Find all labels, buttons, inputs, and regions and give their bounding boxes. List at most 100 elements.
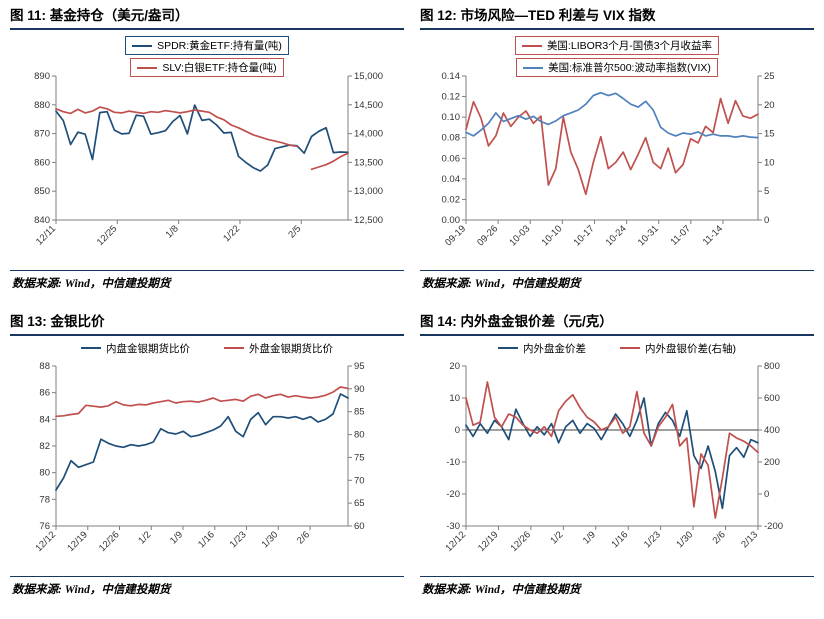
svg-text:13,000: 13,000 xyxy=(354,186,383,197)
source-divider xyxy=(10,270,404,271)
svg-text:12/26: 12/26 xyxy=(97,529,122,554)
figure-11-title: 图 11: 基金持仓（美元/盎司） xyxy=(10,8,189,23)
svg-text:600: 600 xyxy=(764,393,780,404)
svg-text:84: 84 xyxy=(39,414,50,425)
svg-text:0.14: 0.14 xyxy=(442,71,461,82)
svg-text:12/19: 12/19 xyxy=(65,529,90,554)
figure-13-title: 图 13: 金银比价 xyxy=(10,313,105,329)
svg-text:10: 10 xyxy=(764,157,775,168)
svg-text:0.00: 0.00 xyxy=(442,215,461,226)
svg-text:85: 85 xyxy=(354,406,365,417)
svg-text:65: 65 xyxy=(354,498,365,509)
svg-text:1/8: 1/8 xyxy=(164,223,181,240)
svg-text:80: 80 xyxy=(39,467,50,478)
figure-12-line-chart: 0.00 0.02 0.04 0.06 0.08 0.10 0.12 0.14 0 5 10 15 20… xyxy=(442,71,775,248)
svg-text:0: 0 xyxy=(455,425,460,436)
source-divider xyxy=(420,270,814,271)
svg-text:-200: -200 xyxy=(764,521,783,532)
svg-text:14,500: 14,500 xyxy=(354,100,383,111)
svg-text:1/2: 1/2 xyxy=(548,529,565,546)
figure-12-chart: 美国:LIBOR3个月-国债3个月收益率 美国:标准普尔500:波动率指数(VIX… xyxy=(420,34,814,266)
svg-text:15,000: 15,000 xyxy=(354,71,383,82)
svg-text:12/26: 12/26 xyxy=(508,529,533,554)
svg-text:15: 15 xyxy=(764,129,775,140)
svg-text:2/13: 2/13 xyxy=(739,529,760,550)
figure-11-chart: SPDR:黄金ETF:持有量(吨) SLV:白银ETF:持仓量(吨) 840 850… xyxy=(10,34,404,266)
svg-text:1/30: 1/30 xyxy=(260,529,281,550)
svg-text:82: 82 xyxy=(39,441,50,452)
svg-text:2/6: 2/6 xyxy=(711,529,728,546)
svg-text:0.10: 0.10 xyxy=(442,112,461,123)
svg-text:13,500: 13,500 xyxy=(354,157,383,168)
svg-text:20: 20 xyxy=(764,100,775,111)
svg-text:2/5: 2/5 xyxy=(286,223,303,240)
svg-text:80: 80 xyxy=(354,429,365,440)
svg-text:400: 400 xyxy=(764,425,780,436)
svg-text:1/16: 1/16 xyxy=(196,529,217,550)
figure-11-source: 数据来源: Wind，中信建投期货 xyxy=(12,278,171,290)
svg-text:12/12: 12/12 xyxy=(444,529,469,554)
svg-text:60: 60 xyxy=(354,521,365,532)
svg-text:2/6: 2/6 xyxy=(295,529,312,546)
svg-text:10-24: 10-24 xyxy=(604,223,629,248)
svg-text:0.08: 0.08 xyxy=(442,133,461,144)
svg-text:88: 88 xyxy=(39,361,50,372)
svg-text:70: 70 xyxy=(354,475,365,486)
svg-text:0.06: 0.06 xyxy=(442,153,461,164)
svg-text:12/11: 12/11 xyxy=(34,223,58,247)
svg-text:20: 20 xyxy=(449,361,460,372)
svg-text:1/22: 1/22 xyxy=(221,223,242,244)
svg-text:1/23: 1/23 xyxy=(228,529,249,550)
svg-text:10-10: 10-10 xyxy=(540,223,565,248)
figure-13-line-chart: 76 78 80 82 84 86 88 60 65 70 75 80 85 90 95 12/12 12/19… xyxy=(34,361,365,554)
svg-text:850: 850 xyxy=(34,186,50,197)
svg-text:76: 76 xyxy=(39,521,50,532)
svg-text:25: 25 xyxy=(764,71,775,82)
svg-text:5: 5 xyxy=(764,186,769,197)
svg-text:1/9: 1/9 xyxy=(581,529,598,546)
figure-12-source: 数据来源: Wind，中信建投期货 xyxy=(422,278,581,290)
panel-figure-12: 图 12: 市场风险—TED 利差与 VIX 指数 美国:LIBOR3个月-国债… xyxy=(420,6,814,310)
svg-text:0.04: 0.04 xyxy=(442,174,461,185)
svg-text:860: 860 xyxy=(34,157,50,168)
source-divider xyxy=(10,575,404,577)
svg-text:800: 800 xyxy=(764,361,780,372)
figure-14-title: 图 14: 内外盘金银价差（元/克） xyxy=(420,313,613,329)
svg-text:09-26: 09-26 xyxy=(475,223,500,248)
figure-11-line-chart: 840 850 860 870 880 890 12,500 13,000 13,500 14,0… xyxy=(34,71,383,248)
figure-14-line-chart: -30 -20 -10 0 10 20 -200 0 200 400 600 800 12/12 12/1… xyxy=(444,361,783,554)
svg-text:1/16: 1/16 xyxy=(609,529,630,550)
svg-text:870: 870 xyxy=(34,129,50,140)
svg-text:-20: -20 xyxy=(446,489,460,500)
svg-text:10-17: 10-17 xyxy=(572,223,597,248)
svg-text:1/23: 1/23 xyxy=(642,529,663,550)
svg-text:95: 95 xyxy=(354,361,365,372)
svg-text:12,500: 12,500 xyxy=(354,215,383,226)
svg-text:14,000: 14,000 xyxy=(354,129,383,140)
title-divider xyxy=(420,28,814,30)
svg-text:10-03: 10-03 xyxy=(507,223,532,248)
svg-text:0.02: 0.02 xyxy=(442,194,461,205)
figure-14-source: 数据来源: Wind，中信建投期货 xyxy=(422,583,581,596)
svg-text:10: 10 xyxy=(449,393,460,404)
svg-text:12/19: 12/19 xyxy=(476,529,501,554)
svg-text:0: 0 xyxy=(764,489,769,500)
svg-text:0: 0 xyxy=(764,215,769,226)
svg-text:200: 200 xyxy=(764,457,780,468)
panel-figure-13: 图 13: 金银比价 内盘金银期货比价 外盘金银期货比价 76 78 80 82 84 86… xyxy=(10,312,404,616)
title-divider xyxy=(10,28,404,30)
svg-text:-30: -30 xyxy=(446,521,460,532)
panel-figure-11: 图 11: 基金持仓（美元/盎司） SPDR:黄金ETF:持有量(吨) SLV:白… xyxy=(10,6,404,310)
svg-text:880: 880 xyxy=(34,100,50,111)
figure-13-chart: 内盘金银期货比价 外盘金银期货比价 76 78 80 82 84 86 88 60 65 70 75 8… xyxy=(10,340,404,572)
svg-text:840: 840 xyxy=(34,215,50,226)
svg-text:-10: -10 xyxy=(446,457,460,468)
svg-text:11-07: 11-07 xyxy=(668,223,692,247)
svg-text:10-31: 10-31 xyxy=(636,223,661,248)
figure-14-chart: 内外盘金价差 内外盘银价差(右轴) -30 -20 -10 0 10 20 -200 0 200 4… xyxy=(420,340,814,572)
svg-text:11-14: 11-14 xyxy=(701,223,725,247)
svg-text:1/30: 1/30 xyxy=(674,529,695,550)
svg-text:12/12: 12/12 xyxy=(34,529,59,554)
svg-text:1/9: 1/9 xyxy=(168,529,185,546)
